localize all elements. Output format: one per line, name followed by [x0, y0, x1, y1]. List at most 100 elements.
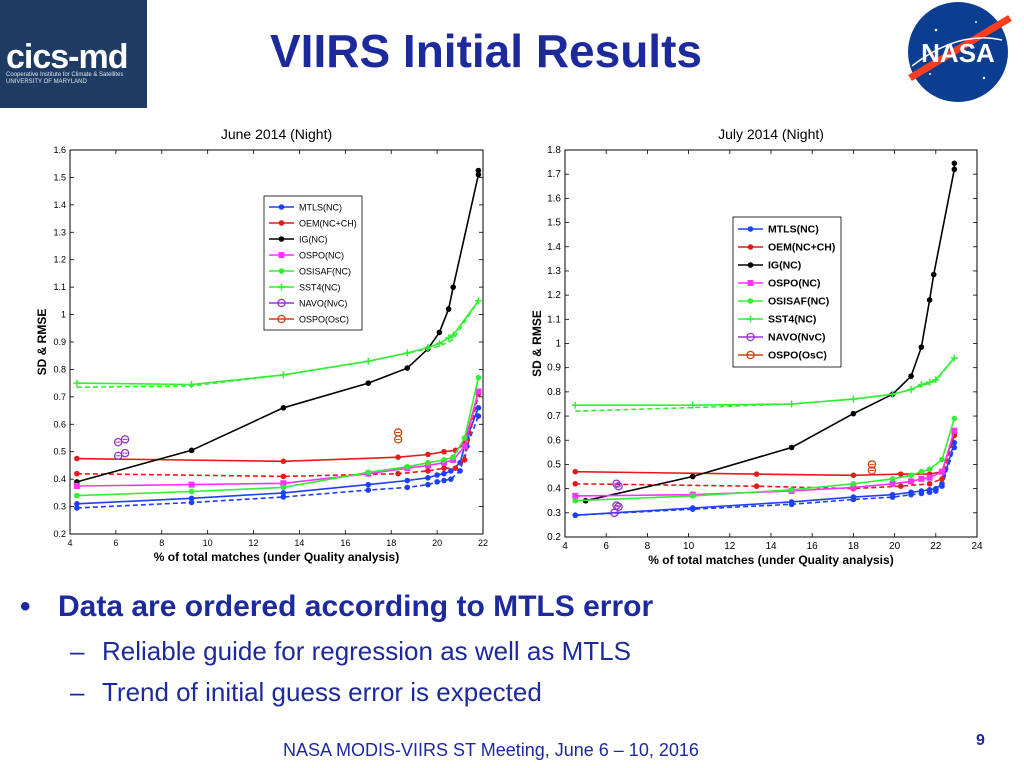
page-number: 9 [976, 732, 985, 749]
data-point [450, 284, 456, 290]
legend-item-mtls-nc: MTLS(NC) [738, 224, 819, 236]
y-axis-label: SD & RMSE [530, 310, 544, 377]
data-point [74, 492, 80, 499]
y-tick-label: 1.3 [53, 227, 66, 237]
legend-label: NAVO(NvC) [768, 332, 826, 344]
legend-label: SST4(NC) [768, 314, 816, 326]
data-point [689, 473, 696, 480]
series-line [575, 432, 956, 477]
legend-swatch-marker [747, 315, 754, 323]
data-point [908, 373, 914, 379]
data-point [280, 480, 287, 487]
x-tick-label: 16 [807, 541, 819, 552]
data-point [280, 458, 287, 465]
legend-item-ospo-nc: OSPO(NC) [738, 278, 821, 290]
series-ospo-osc [393, 428, 403, 444]
legend-swatch-marker [277, 298, 286, 308]
dash-symbol: – [70, 677, 85, 707]
data-point [449, 331, 457, 339]
cics-md-logo-subtext: Cooperative Institute for Climate & Sate… [6, 72, 124, 85]
series-sst4-nc [571, 354, 958, 412]
data-point [918, 475, 925, 482]
data-point [475, 374, 482, 381]
x-tick-label: 4 [562, 541, 568, 552]
x-tick-label: 6 [113, 538, 118, 548]
data-point [850, 410, 857, 417]
legend-item-ospo-osc: OSPO(OsC) [269, 315, 349, 325]
data-point [918, 344, 925, 350]
bullet-sub-1: – Reliable guide for regression as well a… [70, 636, 631, 667]
legend-label: OSISAF(NC) [299, 267, 351, 277]
data-point [450, 454, 456, 461]
data-point [933, 485, 939, 492]
data-point [441, 457, 447, 463]
data-point [867, 466, 877, 475]
series-line [575, 357, 955, 407]
series-navo-nvc [610, 479, 623, 518]
data-point [279, 371, 287, 379]
series-sst4-nc [73, 297, 482, 389]
data-point [908, 472, 914, 479]
data-point [457, 459, 463, 466]
y-tick-label: 0.3 [547, 508, 561, 519]
y-tick-label: 0.2 [53, 529, 66, 539]
legend-label: MTLS(NC) [768, 224, 819, 236]
bullet-main: • Data are ordered according to MTLS erro… [20, 590, 653, 624]
data-point [120, 448, 130, 458]
data-point [572, 492, 579, 499]
legend-item-sst4-nc: SST4(NC) [738, 314, 816, 326]
x-tick-label: 8 [159, 538, 164, 548]
data-point [448, 468, 454, 474]
data-point [436, 329, 443, 336]
legend-item-ig-nc: IG(NC) [738, 260, 801, 272]
legend-swatch-marker [747, 262, 754, 268]
cics-md-logo-text: cics-md [6, 38, 128, 76]
series-dashed-line [575, 435, 956, 490]
data-point-dashed [74, 470, 80, 477]
data-point [403, 349, 411, 357]
data-point [753, 471, 760, 477]
data-point [930, 271, 937, 278]
data-point [917, 381, 925, 389]
series-mtls-nc [572, 439, 958, 519]
bullet-main-text: Data are ordered according to MTLS error [58, 590, 654, 623]
legend-label: OSPO(OsC) [768, 350, 827, 362]
data-point [74, 455, 80, 462]
legend-swatch-marker [277, 314, 286, 324]
y-axis-label: SD & RMSE [35, 309, 49, 376]
data-point [926, 297, 933, 303]
legend-item-ospo-osc: OSPO(OsC) [738, 350, 827, 362]
y-tick-label: 1.3 [547, 266, 561, 277]
y-tick-label: 0.9 [53, 337, 66, 347]
y-tick-label: 0.9 [547, 363, 561, 374]
y-tick-label: 0.3 [53, 502, 66, 512]
data-point [572, 512, 579, 519]
legend-swatch-marker [747, 280, 754, 286]
data-point-dashed [395, 470, 401, 477]
data-point [425, 451, 431, 458]
y-tick-label: 1.8 [547, 145, 561, 156]
data-point [614, 481, 623, 491]
bullet-sub-2: – Trend of initial guess error is expecte… [70, 677, 542, 708]
x-tick-label: 24 [971, 541, 983, 552]
data-point [850, 480, 857, 487]
data-point [475, 171, 482, 178]
data-point [73, 483, 80, 489]
data-point [788, 487, 795, 493]
data-point [393, 435, 403, 444]
legend-label: MTLS(NC) [299, 203, 342, 213]
x-tick-label: 22 [930, 541, 942, 552]
x-tick-label: 12 [724, 541, 736, 552]
cics-md-logo: cics-md Cooperative Institute for Climat… [0, 0, 147, 108]
legend-item-osisaf-nc: OSISAF(NC) [269, 267, 351, 277]
data-point [926, 474, 933, 481]
data-point [951, 160, 958, 167]
data-point-dashed [457, 468, 463, 474]
y-tick-label: 1.2 [53, 255, 66, 265]
legend-item-ospo-nc: OSPO(NC) [269, 251, 344, 261]
y-tick-label: 0.7 [53, 392, 66, 402]
y-tick-label: 0.2 [547, 532, 561, 543]
data-point [939, 480, 945, 487]
data-point-dashed [365, 487, 372, 493]
data-point-dashed [939, 476, 945, 482]
